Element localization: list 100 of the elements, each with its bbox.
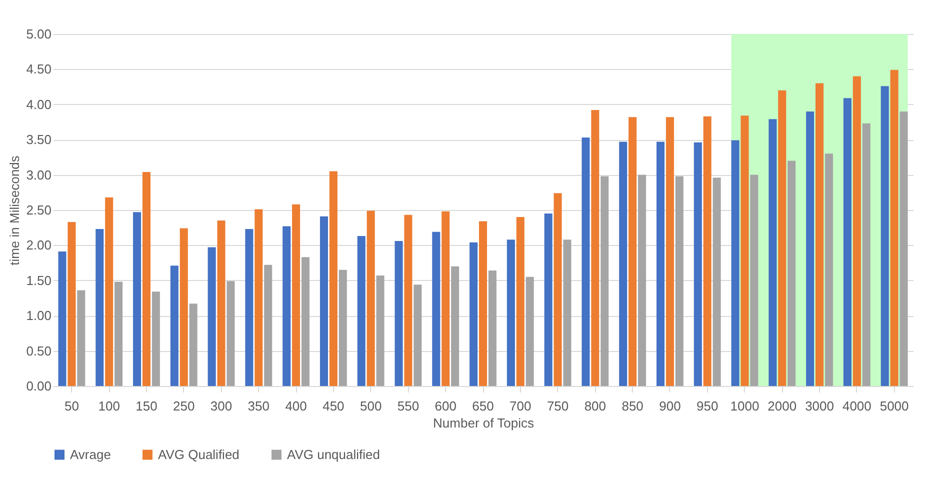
- bar: [329, 171, 338, 386]
- bar: [133, 212, 142, 386]
- bar: [768, 119, 777, 386]
- bar: [470, 242, 478, 386]
- x-tick-label: 150: [136, 398, 158, 414]
- x-tick-label: 450: [322, 398, 344, 414]
- x-tick-label: 550: [397, 398, 420, 414]
- bar: [656, 142, 665, 386]
- bar: [712, 178, 721, 386]
- y-tick-label: 1.50: [26, 272, 52, 288]
- bar: [105, 197, 114, 386]
- bar: [320, 216, 328, 386]
- bar: [282, 226, 291, 386]
- x-tick-label: 300: [210, 398, 232, 414]
- bar: [506, 240, 515, 386]
- bar: [852, 76, 861, 386]
- bar: [254, 209, 263, 386]
- bar: [778, 90, 786, 386]
- bar: [582, 137, 590, 386]
- bar: [816, 83, 824, 386]
- bar: [414, 284, 422, 386]
- x-tick-label: 750: [546, 398, 569, 414]
- x-tick-label: 950: [696, 398, 718, 414]
- x-tick-label: 350: [248, 398, 270, 414]
- x-tick-label: 250: [173, 398, 195, 414]
- bar: [68, 222, 76, 386]
- bar: [394, 240, 403, 386]
- y-tick-label: 3.50: [26, 132, 52, 148]
- x-tick-label: 900: [659, 398, 681, 414]
- bar: [862, 123, 870, 386]
- bar: [357, 236, 366, 386]
- y-axis-title: time in Miliseconds: [7, 155, 22, 266]
- bar: [731, 140, 740, 386]
- bar: [338, 270, 347, 386]
- bar: [292, 204, 300, 386]
- bar: [900, 111, 908, 386]
- bar: [488, 270, 496, 386]
- bar: [478, 221, 488, 386]
- y-tick-label: 2.50: [26, 202, 52, 218]
- bar: [264, 264, 272, 386]
- x-tick-label: 1000: [730, 398, 760, 414]
- bar: [58, 252, 66, 386]
- x-tick-label: 2000: [768, 398, 797, 414]
- bar: [301, 257, 310, 386]
- bar: [432, 232, 440, 386]
- bar: [703, 116, 712, 386]
- bar: [142, 172, 150, 386]
- bar: [180, 228, 188, 386]
- x-tick-label: 50: [64, 398, 79, 414]
- bar: [628, 117, 637, 386]
- legend-label: AVG unqualified: [287, 446, 380, 462]
- x-tick-label: 650: [472, 398, 494, 414]
- bar: [880, 86, 889, 386]
- bar: [404, 214, 412, 386]
- y-tick-label: 1.00: [26, 308, 52, 324]
- x-tick-label: 3000: [805, 398, 834, 414]
- bar: [526, 276, 534, 386]
- bar: [544, 214, 552, 386]
- bar: [694, 142, 702, 386]
- bar: [189, 304, 198, 386]
- bar: [451, 266, 460, 386]
- bar: [843, 98, 852, 386]
- x-axis-title: Number of Topics: [433, 416, 534, 430]
- x-tick-label: 4000: [842, 398, 872, 414]
- y-tick-label: 3.00: [26, 167, 52, 182]
- x-tick-label: 800: [584, 398, 606, 414]
- bar: [788, 160, 796, 386]
- bar: [376, 275, 384, 386]
- bar: [619, 142, 628, 386]
- y-tick-label: 4.50: [26, 62, 52, 77]
- legend-label: AVG Qualified: [158, 446, 240, 462]
- bar: [152, 292, 160, 386]
- bar: [740, 116, 749, 386]
- bar: [217, 220, 226, 386]
- x-tick-label: 500: [360, 398, 382, 414]
- bar: [806, 111, 814, 386]
- bar: [824, 154, 833, 386]
- x-tick-label: 5000: [880, 398, 909, 414]
- bar: [591, 110, 600, 386]
- bar: [554, 193, 562, 386]
- y-tick-label: 5.00: [26, 26, 52, 42]
- y-tick-label: 0.50: [26, 343, 52, 358]
- legend-label: Avrage: [70, 446, 111, 462]
- bar: [563, 240, 572, 386]
- bar: [890, 70, 898, 386]
- x-tick-label: 100: [98, 398, 120, 414]
- bar: [77, 290, 86, 386]
- x-tick-label: 400: [285, 398, 307, 414]
- bar: [170, 266, 178, 386]
- bar: [442, 211, 450, 386]
- bar: [245, 229, 254, 386]
- bar: [666, 117, 674, 386]
- bar: [114, 282, 123, 386]
- bar: [226, 281, 235, 386]
- bar: [600, 176, 609, 386]
- x-tick-label: 700: [510, 398, 532, 414]
- bar: [638, 174, 646, 386]
- bar: [516, 217, 524, 386]
- bar: [366, 210, 375, 386]
- bar: [208, 247, 216, 386]
